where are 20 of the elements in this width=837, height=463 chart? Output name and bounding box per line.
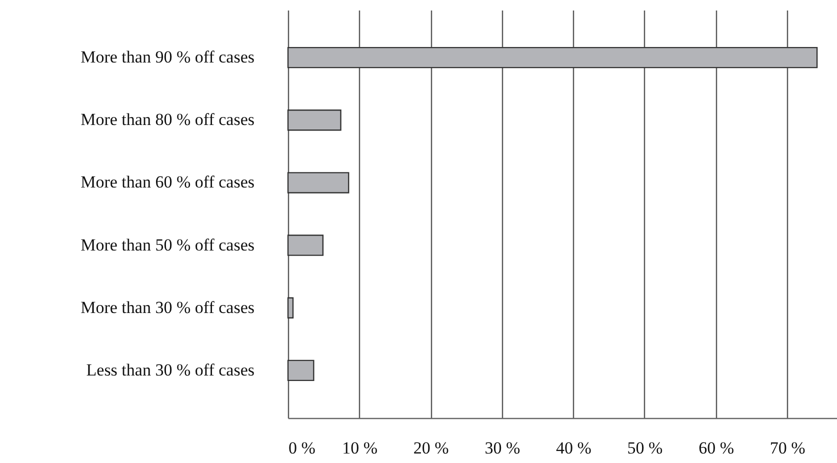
y-tick-label: More than 30 % off cases <box>80 298 254 317</box>
bar <box>287 360 314 382</box>
bar <box>287 234 324 256</box>
x-tick-label: 0 % <box>288 438 316 458</box>
x-tick-label: 20 % <box>413 438 449 458</box>
y-tick-label: Less than 30 % off cases <box>86 360 254 380</box>
y-tick-label: More than 50 % off cases <box>80 235 254 254</box>
x-tick-label: 40 % <box>556 438 592 458</box>
x-tick-label: 60 % <box>698 438 734 458</box>
y-tick-label: More than 80 % off cases <box>80 110 254 130</box>
x-tick-label: 70 % <box>770 438 806 458</box>
bar <box>287 110 342 131</box>
bar <box>287 46 818 68</box>
bar <box>287 172 350 194</box>
x-tick-label: 10 % <box>342 438 378 458</box>
y-tick-label: More than 60 % off cases <box>80 172 254 192</box>
x-tick-label: 50 % <box>627 438 663 458</box>
y-tick-label: More than 90 % off cases <box>80 48 254 67</box>
bar <box>287 297 294 318</box>
x-tick-label: 30 % <box>484 438 520 458</box>
